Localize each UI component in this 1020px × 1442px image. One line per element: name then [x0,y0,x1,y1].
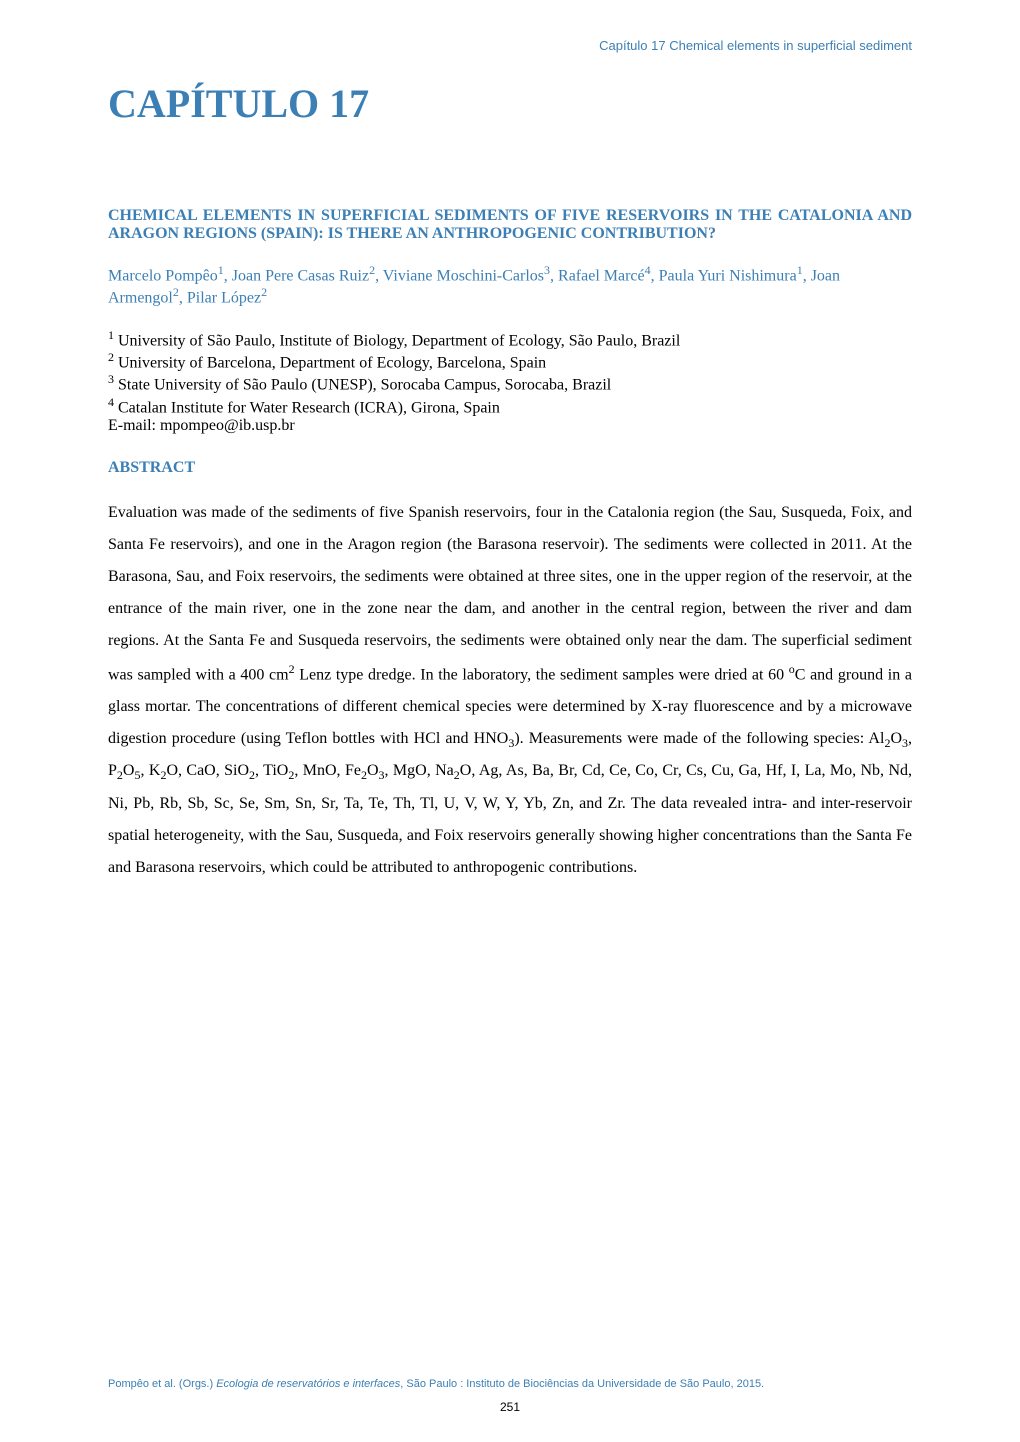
footer-citation: Pompêo et al. (Orgs.) Ecologia de reserv… [108,1378,912,1390]
abstract-heading: ABSTRACT [108,459,912,477]
affiliation-email: E-mail: mpompeo@ib.usp.br [108,417,912,435]
chapter-title: CAPÍTULO 17 [108,80,912,127]
running-header: Capítulo 17 Chemical elements in superfi… [599,38,912,53]
page-number: 251 [0,1400,1020,1414]
authors-line: Marcelo Pompêo1, Joan Pere Casas Ruiz2, … [108,263,912,308]
article-title: CHEMICAL ELEMENTS IN SUPERFICIAL SEDIMEN… [108,207,912,243]
affiliation-line: 4 Catalan Institute for Water Research (… [108,395,912,417]
affiliation-line: 2 University of Barcelona, Department of… [108,350,912,372]
affiliations-block: 1 University of São Paulo, Institute of … [108,328,912,435]
affiliation-line: 3 State University of São Paulo (UNESP),… [108,372,912,394]
affiliation-line: 1 University of São Paulo, Institute of … [108,328,912,350]
abstract-body: Evaluation was made of the sediments of … [108,497,912,884]
